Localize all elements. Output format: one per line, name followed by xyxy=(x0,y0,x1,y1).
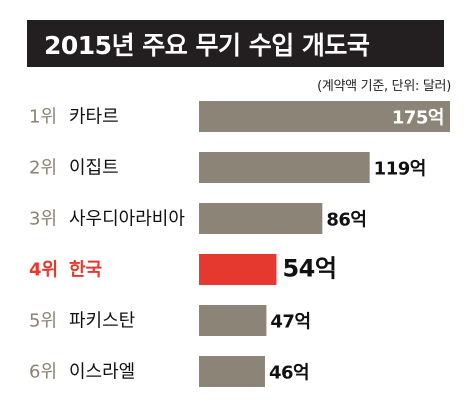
value-label: 54억 xyxy=(282,255,336,283)
value-label: 46억 xyxy=(269,363,309,384)
bar xyxy=(199,203,323,234)
bar xyxy=(199,356,265,387)
rank-label: 3위 xyxy=(29,209,57,230)
rank-label: 5위 xyxy=(29,311,57,332)
value-label: 47억 xyxy=(270,312,310,333)
value-label: 86억 xyxy=(326,210,366,231)
rank-label: 4위 xyxy=(29,260,58,281)
country-label: 한국 xyxy=(69,260,102,281)
rank-label: 1위 xyxy=(29,107,57,128)
bar xyxy=(199,152,370,183)
value-label: 119억 xyxy=(374,159,426,180)
bar xyxy=(199,254,277,285)
country-label: 이집트 xyxy=(69,158,119,179)
bar xyxy=(199,101,450,132)
chart-title-bar: 2015년 주요 무기 수입 개도국 xyxy=(27,20,444,67)
country-label: 카타르 xyxy=(69,107,119,128)
country-label: 파키스탄 xyxy=(69,311,135,332)
unit-note: (계약액 기준, 단위: 달러) xyxy=(317,79,451,94)
bar xyxy=(199,305,267,336)
value-label: 175억 xyxy=(392,108,444,129)
rank-label: 6위 xyxy=(29,362,57,383)
country-label: 사우디아라비아 xyxy=(69,209,185,230)
country-label: 이스라엘 xyxy=(69,362,135,383)
chart-title: 2015년 주요 무기 수입 개도국 xyxy=(44,30,370,60)
rank-label: 2위 xyxy=(29,158,57,179)
